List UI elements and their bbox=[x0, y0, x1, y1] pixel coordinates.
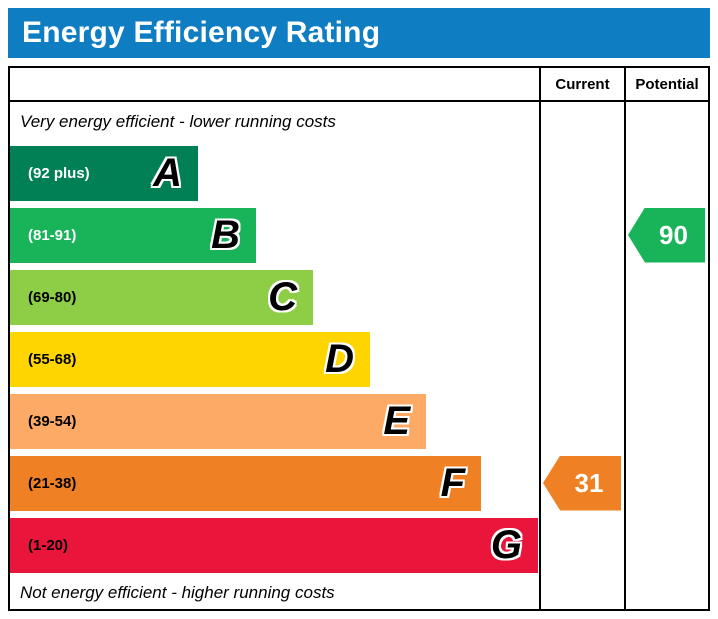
column-header-main bbox=[10, 68, 539, 100]
band-letter: G bbox=[490, 523, 522, 567]
band-letter: F bbox=[440, 461, 465, 505]
band-range-label: (21-38) bbox=[28, 474, 77, 492]
band-range-label: (81-91) bbox=[28, 226, 77, 244]
band-range-label: (55-68) bbox=[28, 350, 77, 368]
band-letter: B bbox=[211, 213, 240, 257]
current-column: 31 bbox=[539, 102, 624, 609]
band-range-label: (1-20) bbox=[28, 536, 69, 554]
potential-column: 90 bbox=[624, 102, 708, 609]
bottom-note: Not energy efficient - higher running co… bbox=[20, 582, 335, 602]
band-letter: C bbox=[268, 275, 297, 319]
band-range-label: (92 plus) bbox=[28, 164, 90, 182]
band-row: (1-20) G bbox=[10, 514, 539, 576]
band-row: (92 plus) A bbox=[10, 142, 539, 204]
top-note: Very energy efficient - lower running co… bbox=[20, 112, 336, 131]
band-letter: D bbox=[325, 337, 354, 381]
band-letter: E bbox=[383, 399, 410, 443]
column-header-current: Current bbox=[539, 68, 624, 100]
band-bar-d: (55-68) D bbox=[10, 331, 370, 387]
current-rating-arrow: 31 bbox=[543, 455, 621, 511]
band-bar-a: (92 plus) A bbox=[10, 145, 198, 201]
epc-chart: Current Potential Very energy efficient … bbox=[8, 66, 710, 611]
band-bar-b: (81-91) B bbox=[10, 207, 256, 263]
potential-rating-value: 90 bbox=[659, 219, 688, 250]
chart-body: Very energy efficient - lower running co… bbox=[10, 102, 708, 609]
band-row: (21-38) F bbox=[10, 452, 539, 514]
band-bar-f: (21-38) F bbox=[10, 455, 481, 511]
band-range-label: (39-54) bbox=[28, 412, 77, 430]
band-range-label: (69-80) bbox=[28, 288, 77, 306]
band-row: (55-68) D bbox=[10, 328, 539, 390]
band-row: (39-54) E bbox=[10, 390, 539, 452]
page-title: Energy Efficiency Rating bbox=[22, 16, 381, 49]
band-bar-g: (1-20) G bbox=[10, 517, 538, 573]
column-header-potential: Potential bbox=[624, 68, 708, 100]
bands-column: Very energy efficient - lower running co… bbox=[10, 102, 539, 609]
band-bar-e: (39-54) E bbox=[10, 393, 426, 449]
band-row: (81-91) B bbox=[10, 204, 539, 266]
page-title-bar: Energy Efficiency Rating bbox=[8, 8, 710, 58]
current-rating-value: 31 bbox=[574, 467, 604, 498]
band-letter: A bbox=[153, 151, 182, 195]
band-bar-c: (69-80) C bbox=[10, 269, 313, 325]
chart-header-row: Current Potential bbox=[10, 68, 708, 102]
potential-rating-arrow: 90 bbox=[628, 207, 705, 263]
band-row: (69-80) C bbox=[10, 266, 539, 328]
